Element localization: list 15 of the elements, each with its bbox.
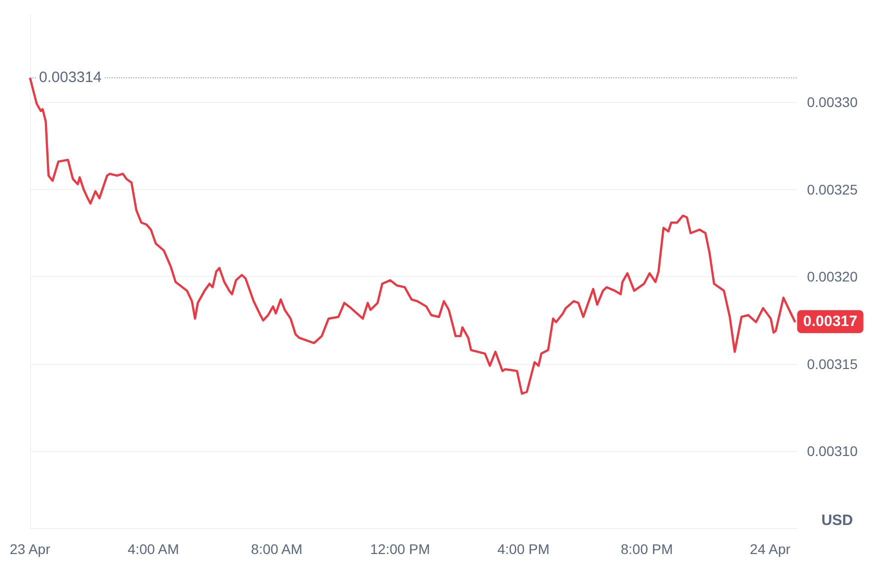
y-tick-label: 0.00320 (807, 268, 858, 285)
annotation: 0.00317 (803, 313, 858, 330)
y-tick-label: 0.00310 (807, 443, 858, 460)
x-tick-label: 8:00 PM (620, 541, 673, 557)
y-axis-title: USD (821, 512, 854, 529)
x-tick-label: 12:00 PM (370, 541, 430, 557)
x-tick-label: 8:00 AM (251, 541, 302, 557)
x-tick-label: 4:00 AM (128, 541, 180, 557)
x-tick-label: 23 Apr (10, 541, 51, 557)
ref-line-label: 0.003314 (39, 68, 102, 86)
y-tick-label: 0.00315 (807, 356, 858, 372)
y-tick-label: 0.00330 (807, 94, 858, 110)
x-tick-label: 4:00 PM (497, 541, 550, 557)
y-tick-label: 0.00325 (807, 181, 858, 198)
x-tick-label: 24 Apr (750, 541, 791, 557)
